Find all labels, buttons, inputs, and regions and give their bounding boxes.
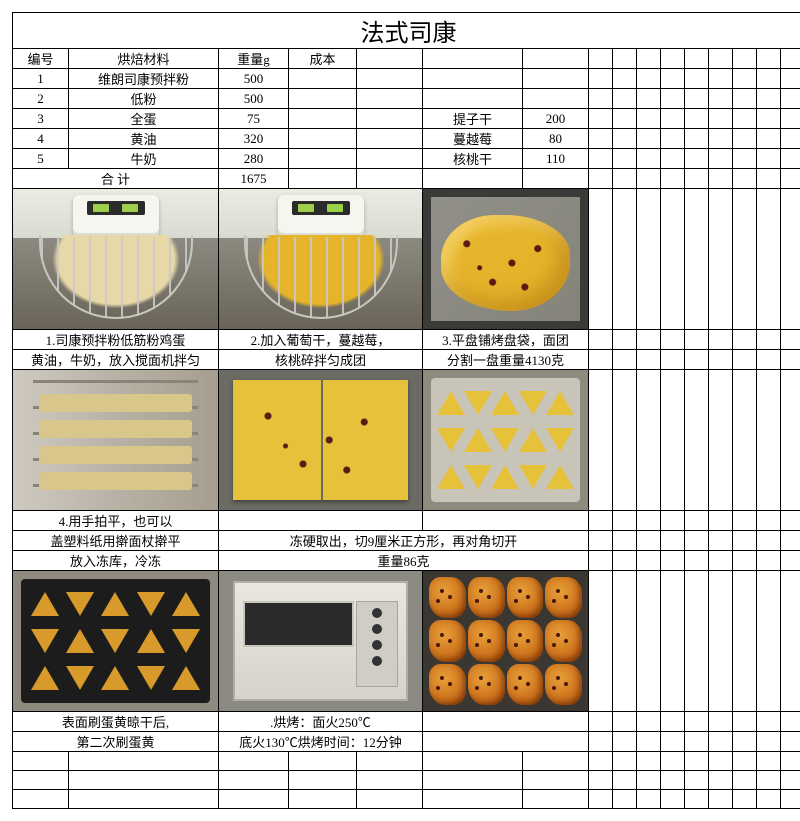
step-4c: 放入冻库，冷冻 bbox=[13, 551, 219, 571]
photo-mixer-2 bbox=[219, 189, 423, 330]
step-6a: 表面刷蛋黄晾干后, bbox=[13, 712, 219, 732]
step-5a: 冻硬取出，切9厘米正方形，再对角切开 bbox=[219, 531, 589, 551]
col-weight: 重量g bbox=[219, 49, 289, 69]
col-no: 编号 bbox=[13, 49, 69, 69]
extra-val: 200 bbox=[523, 109, 589, 129]
step-6b: 第二次刷蛋黄 bbox=[13, 732, 219, 752]
step-2b: 核桃碎拌匀成团 bbox=[219, 350, 423, 370]
ing-name: 维朗司康预拌粉 bbox=[69, 69, 219, 89]
step-1a: 1.司康预拌粉低筋粉鸡蛋 bbox=[13, 330, 219, 350]
extra-name: 提子干 bbox=[423, 109, 523, 129]
step-2a: 2.加入葡萄干，蔓越莓， bbox=[219, 330, 423, 350]
photo-oven bbox=[219, 571, 423, 712]
step-4a: 4.用手拍平，也可以 bbox=[13, 511, 219, 531]
photo-slab bbox=[219, 370, 423, 511]
step-3a: 3.平盘铺烤盘袋，面团 bbox=[423, 330, 589, 350]
step-3b: 分割一盘重量4130克 bbox=[423, 350, 589, 370]
ing-no: 1 bbox=[13, 69, 69, 89]
photo-baked bbox=[423, 571, 589, 712]
step-1b: 黄油，牛奶，放入搅面机拌匀 bbox=[13, 350, 219, 370]
recipe-sheet: 法式司康 编号 烘焙材料 重量g 成本 1 维朗司康预拌粉 500 2 低粉 5… bbox=[12, 12, 800, 809]
step-7b: 底火130℃烘烤时间：12分钟 bbox=[219, 732, 423, 752]
photo-mixer-1 bbox=[13, 189, 219, 330]
step-7a: .烘烤：面火250℃ bbox=[219, 712, 423, 732]
step-4b: 盖塑料纸用擀面杖擀平 bbox=[13, 531, 219, 551]
total-label: 合 计 bbox=[13, 169, 219, 189]
col-material: 烘焙材料 bbox=[69, 49, 219, 69]
total-weight: 1675 bbox=[219, 169, 289, 189]
page-title: 法式司康 bbox=[13, 13, 800, 49]
photo-tray-raw bbox=[423, 370, 589, 511]
ing-weight: 500 bbox=[219, 69, 289, 89]
step-5b: 重量86克 bbox=[219, 551, 589, 571]
photo-dough-bag bbox=[423, 189, 589, 330]
photo-tray-egg bbox=[13, 571, 219, 712]
photo-rack bbox=[13, 370, 219, 511]
col-cost: 成本 bbox=[289, 49, 357, 69]
